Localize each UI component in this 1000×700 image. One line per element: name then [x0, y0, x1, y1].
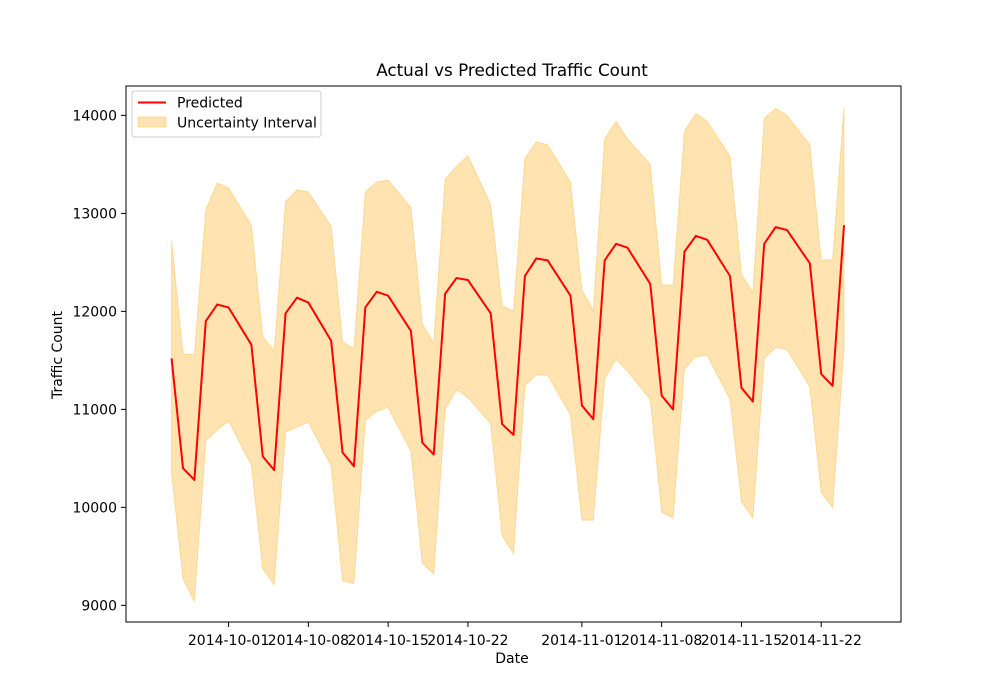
x-tick-label: 2014-10-15 [347, 633, 428, 649]
x-tick-label: 2014-10-01 [188, 633, 269, 649]
x-tick-label: 2014-10-22 [427, 633, 508, 649]
uncertainty-interval-band [171, 107, 845, 604]
y-tick-label: 9000 [81, 598, 117, 614]
legend-interval-swatch [137, 116, 167, 128]
chart-title: Actual vs Predicted Traffic Count [376, 60, 648, 80]
legend-interval-label: Uncertainty Interval [177, 116, 317, 132]
x-tick-label: 2014-11-22 [781, 633, 862, 649]
legend-predicted-label: Predicted [177, 96, 243, 112]
uncertainty-band-layer [171, 107, 845, 604]
y-tick-label: 10000 [72, 500, 117, 516]
y-tick-label: 11000 [72, 402, 117, 418]
x-tick-label: 2014-10-08 [268, 633, 349, 649]
x-axis-ticks: 2014-10-012014-10-082014-10-152014-10-22… [188, 622, 862, 649]
x-tick-label: 2014-11-08 [621, 633, 702, 649]
predicted-line-layer [170, 225, 846, 481]
y-tick-label: 14000 [72, 108, 117, 124]
y-tick-label: 13000 [72, 206, 117, 222]
x-tick-label: 2014-11-15 [701, 633, 782, 649]
legend-frame [131, 90, 322, 138]
y-axis-ticks: 9000 10000 11000 12000 13000 14000 [72, 108, 126, 614]
x-tick-label: 2014-11-01 [541, 633, 622, 649]
x-axis-label: Date [495, 651, 528, 667]
predicted-line [170, 225, 846, 481]
y-tick-label: 12000 [72, 304, 117, 320]
plot-area-frame [125, 85, 902, 623]
legend: Predicted Uncertainty Interval [131, 90, 322, 138]
y-axis-label: Traffic Count [50, 310, 66, 400]
